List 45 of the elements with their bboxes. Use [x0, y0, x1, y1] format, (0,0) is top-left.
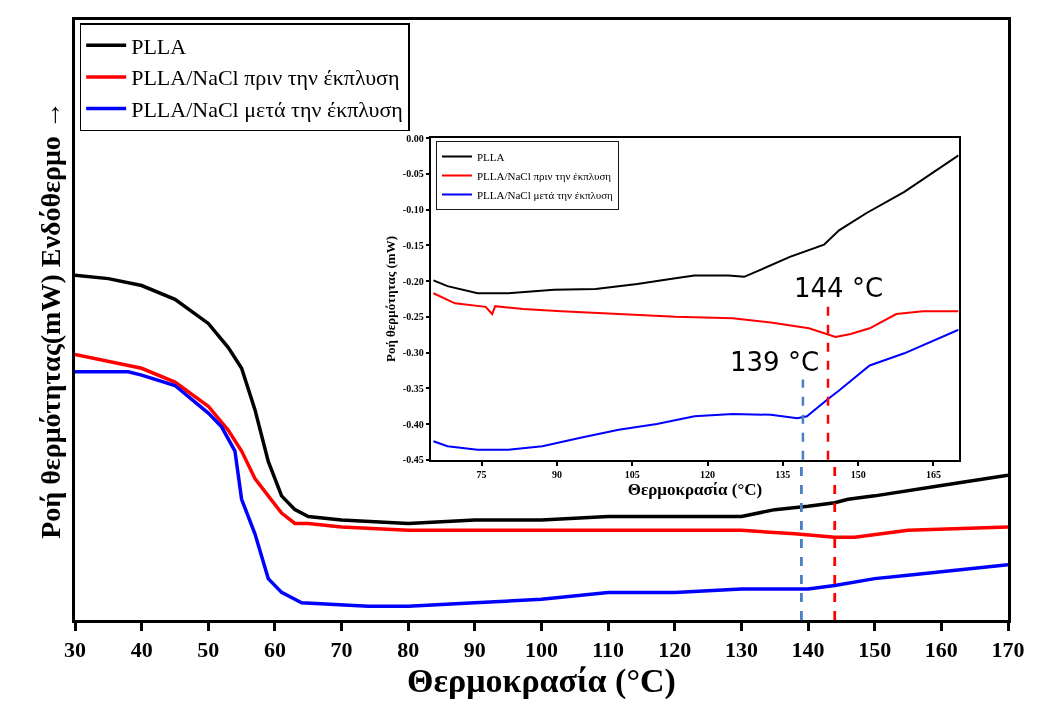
x-tick-label: 40	[130, 637, 153, 663]
x-tick-label: 140	[791, 637, 825, 663]
x-tick-label: 110	[592, 637, 625, 663]
x-tick-label: 150	[850, 468, 866, 480]
legend-label: PLLA/NaCl μετά την έκπλυση	[476, 188, 614, 201]
x-tick-label: 60	[263, 637, 286, 663]
y-tick-label: -0.15	[402, 239, 424, 251]
x-tick-label: 135	[775, 468, 791, 480]
x-tick-label: 90	[551, 468, 562, 480]
x-tick-label: 150	[858, 637, 892, 663]
ref-line-label: 144 °C	[794, 273, 884, 303]
y-tick-label: -0.40	[402, 418, 424, 430]
ref-line-label: 139 °C	[730, 347, 820, 377]
x-tick-label: 130	[724, 637, 758, 663]
y-axis-title: Ροή θερμότητας(mW) Ενδόθερμο →	[34, 101, 66, 539]
x-tick-label: 105	[624, 468, 640, 480]
x-tick-label: 120	[700, 468, 716, 480]
y-tick-label: -0.25	[402, 311, 424, 323]
y-tick-label: -0.45	[402, 454, 424, 466]
y-tick-label: -0.20	[402, 275, 424, 287]
y-tick-label: -0.10	[402, 204, 424, 216]
x-axis-title: Θερμοκρασία (°C)	[627, 479, 763, 499]
x-tick-label: 80	[397, 637, 420, 663]
x-tick-label: 160	[924, 637, 958, 663]
line-series	[432, 328, 959, 451]
x-tick-label: 120	[658, 637, 692, 663]
legend-label: PLLA	[131, 33, 187, 59]
legend-label: PLLA/NaCl πριν την έκπλυση	[476, 169, 612, 182]
y-tick-label: -0.05	[402, 168, 424, 180]
legend-label: PLLA/NaCl πριν την έκπλυση	[131, 65, 400, 91]
x-tick-label: 170	[991, 637, 1025, 663]
legend-label: PLLA/NaCl μετά την έκπλυση	[131, 97, 403, 123]
x-tick-label: 100	[525, 637, 558, 663]
y-tick-label: -0.30	[402, 347, 424, 359]
x-tick-label: 30	[64, 637, 86, 663]
x-tick-label: 90	[463, 637, 486, 663]
x-tick-label: 50	[197, 637, 220, 663]
x-tick-label: 165	[925, 468, 941, 480]
x-tick-label: 75	[476, 468, 487, 480]
legend-label: PLLA	[476, 150, 505, 163]
x-axis-title: Θερμοκρασία (°C)	[407, 662, 676, 701]
y-tick-label: -0.35	[402, 382, 424, 394]
x-tick-label: 70	[330, 637, 353, 663]
y-axis-title: Ροή θερμότητας (mW)	[383, 235, 399, 363]
y-tick-label: 0.00	[406, 132, 424, 144]
